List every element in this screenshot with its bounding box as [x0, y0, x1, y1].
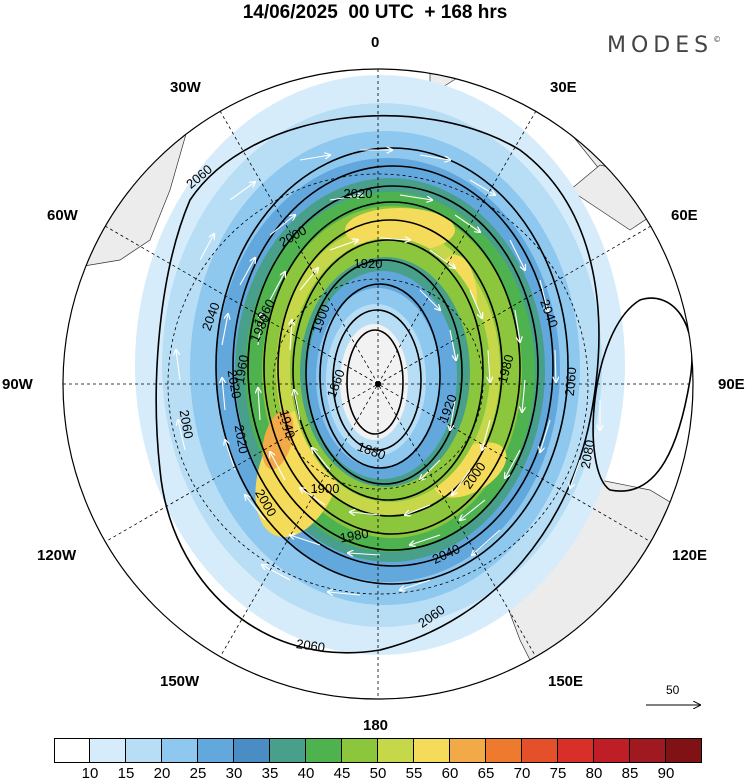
lon-label-90e: 90E: [718, 376, 745, 393]
wind-speed-shading: [135, 75, 625, 655]
colorbar-swatch: [306, 738, 342, 763]
contour-label: 1980: [495, 353, 517, 385]
lon-label-150e: 150E: [548, 673, 584, 690]
colorbar-label: 50: [369, 765, 387, 782]
colorbar-label: 30: [225, 765, 243, 782]
colorbar-label: 45: [333, 765, 351, 782]
contour-label: 1900: [311, 481, 340, 496]
contour-label: 1940: [276, 408, 298, 440]
colorbar-swatch: [270, 738, 306, 763]
modes-logo: MODES©: [607, 33, 722, 58]
colorbar-label: 15: [117, 765, 135, 782]
reference-vector-label: 50: [666, 683, 680, 697]
contour-label: 2080: [578, 439, 598, 470]
colorbar-label: 65: [477, 765, 495, 782]
colorbar-label: 80: [585, 765, 603, 782]
lon-label-60w: 60W: [47, 207, 78, 224]
colorbar-swatch: [378, 738, 414, 763]
colorbar-swatch: [90, 738, 126, 763]
lon-label-150w: 150W: [160, 673, 200, 690]
contour-label: 2060: [295, 636, 326, 655]
colorbar-label: 40: [297, 765, 315, 782]
colorbar-swatch: [198, 738, 234, 763]
colorbar-label: 10: [81, 765, 99, 782]
lon-label-30e: 30E: [550, 79, 577, 96]
map-boundary: [62, 68, 694, 700]
colorbar-swatch: [666, 738, 702, 763]
lon-label-120w: 120W: [37, 547, 77, 564]
contour-label: 1920: [354, 256, 383, 271]
colorbar-label: 55: [405, 765, 423, 782]
colorbar-label: 90: [657, 765, 675, 782]
colorbar-swatch: [54, 738, 90, 763]
lon-label-0: 0: [371, 34, 380, 51]
map-title: 14/06/2025 00 UTC + 168 hrs: [242, 2, 508, 23]
lon-label-120e: 120E: [672, 547, 708, 564]
colorbar-label: 75: [549, 765, 567, 782]
lon-label-30w: 30W: [170, 79, 201, 96]
colorbar-swatch: [126, 738, 162, 763]
contour-label: 2020: [344, 186, 373, 201]
reference-vector: 50: [646, 683, 702, 713]
contour-label: 1960: [232, 354, 252, 385]
lon-label-90w: 90W: [2, 376, 33, 393]
colorbar-swatch: [522, 738, 558, 763]
colorbar-swatch: [486, 738, 522, 763]
colorbar-label: 35: [261, 765, 279, 782]
colorbar-label: 60: [441, 765, 459, 782]
colorbar-swatch: [162, 738, 198, 763]
colorbar-label: 25: [189, 765, 207, 782]
contour-label: 1980: [339, 526, 370, 546]
colorbar-swatch: [558, 738, 594, 763]
contour-label: 2020: [232, 424, 252, 455]
colorbar-swatch: [234, 738, 270, 763]
colorbar-swatch: [450, 738, 486, 763]
colorbar-swatch: [594, 738, 630, 763]
lon-label-60e: 60E: [671, 207, 698, 224]
contour-label: 2060: [177, 409, 197, 440]
contour-label: 2020: [225, 369, 245, 400]
colorbar-label: 70: [513, 765, 531, 782]
colorbar-swatch: [414, 738, 450, 763]
colorbar-swatch: [630, 738, 666, 763]
pole-dot: [375, 381, 381, 387]
colorbar-label: 85: [621, 765, 639, 782]
contour-label: 2060: [562, 367, 579, 397]
colorbar-label: 20: [153, 765, 171, 782]
lon-label-180: 180: [363, 717, 389, 734]
colorbar-swatch: [342, 738, 378, 763]
